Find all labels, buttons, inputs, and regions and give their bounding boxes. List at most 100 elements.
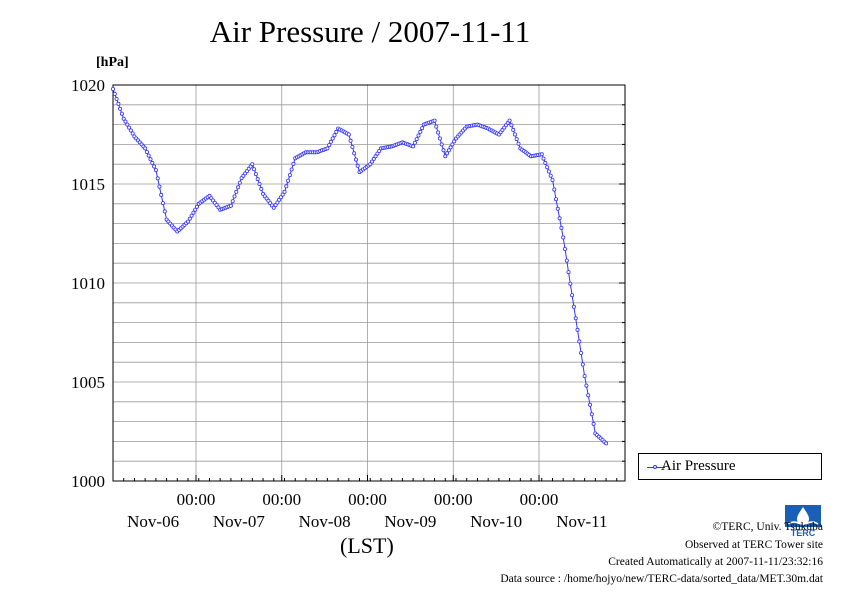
- legend: Air Pressure: [638, 453, 822, 480]
- data-point: [191, 210, 196, 215]
- data-point: [445, 151, 450, 156]
- data-point: [130, 131, 135, 136]
- data-point: [507, 118, 512, 123]
- data-point: [448, 145, 453, 150]
- grid-lines: [113, 85, 625, 481]
- data-point: [194, 204, 199, 209]
- data-point: [355, 163, 360, 168]
- data-point: [291, 161, 296, 166]
- data-point: [123, 119, 128, 124]
- x-tick-time-label: 00:00: [434, 490, 473, 509]
- data-point: [162, 209, 167, 214]
- data-point: [119, 111, 124, 116]
- y-tick-label: 1010: [71, 274, 105, 293]
- data-point: [568, 281, 573, 286]
- data-point: [559, 225, 564, 230]
- data-point: [232, 194, 237, 199]
- data-point: [557, 216, 562, 221]
- data-point: [511, 127, 516, 132]
- data-point: [566, 270, 571, 275]
- data-point: [570, 293, 575, 298]
- credit-observed: Observed at TERC Tower site: [684, 539, 823, 551]
- data-point: [332, 133, 337, 138]
- data-point: [152, 164, 157, 169]
- data-point: [125, 122, 130, 127]
- data-point: [271, 205, 276, 210]
- data-point: [555, 206, 560, 211]
- data-point: [155, 176, 160, 181]
- credit-created: Created Automatically at 2007-11-11/23:3…: [608, 556, 823, 568]
- data-point: [514, 137, 519, 142]
- data-point: [236, 185, 241, 190]
- y-axis: 1000 1005 1010 1015 1020: [71, 76, 625, 491]
- data-point: [327, 143, 332, 148]
- data-point: [414, 137, 419, 142]
- data-point: [282, 189, 287, 194]
- data-point: [446, 148, 451, 153]
- data-point: [252, 167, 257, 172]
- data-point: [153, 168, 158, 173]
- data-point: [416, 133, 421, 138]
- data-point: [579, 350, 584, 355]
- data-point: [346, 132, 351, 137]
- data-point: [546, 169, 551, 174]
- data-point: [111, 87, 116, 92]
- data-point: [116, 101, 121, 106]
- data-point: [588, 402, 593, 407]
- data-point: [434, 124, 439, 129]
- x-axis-label: (LST): [340, 533, 394, 558]
- data-point: [439, 142, 444, 147]
- data-point: [352, 151, 357, 156]
- data-point: [375, 151, 380, 156]
- data-point: [277, 197, 282, 202]
- data-point: [114, 96, 119, 101]
- data-point: [450, 142, 455, 147]
- data-point: [118, 106, 123, 111]
- data-point: [561, 235, 566, 240]
- data-point: [437, 136, 442, 141]
- data-point: [604, 441, 609, 446]
- chart-title: Air Pressure / 2007-11-11: [209, 14, 531, 49]
- x-tick-time-label: 00:00: [348, 490, 387, 509]
- data-point: [253, 172, 258, 177]
- terc-logo: TERC: [784, 504, 822, 538]
- data-point: [334, 129, 339, 134]
- data-point: [580, 362, 585, 367]
- data-point: [554, 197, 559, 202]
- data-point: [144, 149, 149, 154]
- data-point: [573, 316, 578, 321]
- data-point: [228, 203, 233, 208]
- data-point: [128, 128, 133, 133]
- data-point: [571, 304, 576, 309]
- data-point: [234, 189, 239, 194]
- legend-label: Air Pressure: [661, 458, 736, 474]
- data-point: [412, 140, 417, 145]
- data-point: [328, 139, 333, 144]
- data-point: [373, 154, 378, 159]
- data-point: [160, 201, 165, 206]
- x-tick-time-label: 00:00: [520, 490, 559, 509]
- data-point: [257, 181, 262, 186]
- y-tick-label: 1000: [71, 472, 105, 491]
- data-point: [541, 156, 546, 161]
- logo-text: TERC: [791, 528, 816, 538]
- credit-source: Data source : /home/hojyo/new/TERC-data/…: [500, 573, 823, 585]
- x-tick-time-label: 00:00: [262, 490, 301, 509]
- data-point: [278, 195, 283, 200]
- data-point: [589, 412, 594, 417]
- data-point: [330, 136, 335, 141]
- data-point: [543, 160, 548, 165]
- x-tick-time-label: 00:00: [177, 490, 216, 509]
- data-point: [353, 157, 358, 162]
- data-point: [193, 207, 198, 212]
- data-point: [441, 148, 446, 153]
- data-point: [185, 219, 190, 224]
- data-point: [187, 216, 192, 221]
- data-point: [284, 184, 289, 189]
- y-tick-label: 1005: [71, 373, 105, 392]
- x-date-label: Nov-07: [213, 512, 265, 531]
- data-point: [548, 173, 553, 178]
- x-date-label: Nov-06: [127, 512, 179, 531]
- data-point: [230, 199, 235, 204]
- data-point: [275, 200, 280, 205]
